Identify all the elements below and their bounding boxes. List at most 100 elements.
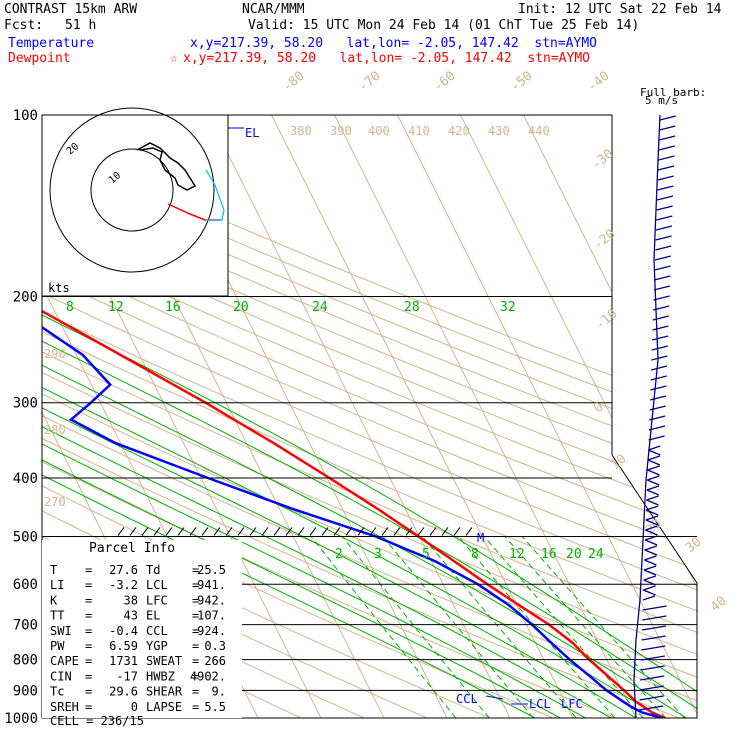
barb-feather: [651, 335, 669, 341]
pressure-label-900: 900: [13, 683, 38, 699]
dewpoint-legend: Dewpoint: [8, 51, 71, 66]
mixing-ratio-label: 8: [471, 547, 479, 562]
theta-label: 440: [528, 124, 550, 138]
barb-feather: [658, 145, 675, 151]
barb-feather: [645, 515, 659, 521]
barb-feather: [651, 345, 668, 351]
dry-adiabat-line: [42, 115, 697, 718]
parcel-value: -3.2: [109, 578, 138, 592]
barb-feather: [644, 559, 657, 566]
parcel-eq: =: [85, 563, 92, 577]
moist-label: 8: [66, 300, 74, 315]
init-time: Init: 12 UTC Sat 22 Feb 14: [518, 2, 722, 17]
isotherm-label: 40: [708, 594, 730, 616]
parcel-value: 27.6: [109, 563, 138, 577]
forecast-label: Fcst:: [4, 18, 44, 33]
barb-feather: [649, 405, 666, 411]
dry-adiabat-line: [42, 115, 697, 718]
hodograph-ring-outer: [49, 107, 215, 273]
ccl-annotation: CCL: [456, 692, 478, 706]
parcel-key: PW: [50, 639, 65, 653]
dewpoint-location: x,y=217.39, 58.20 lat,lon= -2.05, 147.42…: [183, 51, 590, 66]
parcel-value: 0: [131, 700, 138, 714]
hatch-mark: [345, 527, 353, 536]
parcel-value: -0.4: [109, 624, 138, 638]
parcel-eq: =: [85, 639, 92, 653]
hatch-mark: [201, 527, 209, 536]
parcel-key: YGP: [146, 639, 168, 653]
isotherm-label: -10: [593, 306, 621, 333]
isotherm-label: -80: [280, 68, 308, 95]
barb-feather: [643, 565, 657, 571]
barb-feather: [650, 375, 667, 381]
hatch-mark: [285, 527, 293, 536]
temperature-location: x,y=217.39, 58.20 lat,lon= -2.05, 147.42…: [190, 36, 597, 51]
parcel-key: LCL: [146, 578, 168, 592]
barb-feather: [642, 615, 667, 621]
hatch-mark: [237, 527, 245, 536]
parcel-value: 941.: [197, 578, 226, 592]
barb-feather: [645, 509, 659, 516]
mixing-ratio-label: 24: [588, 547, 604, 562]
parcel-value: 9.: [212, 685, 226, 699]
hatch-mark: [417, 527, 425, 536]
parcel-eq: =: [85, 654, 92, 668]
parcel-eq: =: [192, 639, 199, 653]
hatch-mark: [153, 527, 161, 536]
parcel-value: 0.3: [204, 639, 226, 653]
barb-feather: [653, 285, 671, 291]
barb-feather: [647, 465, 660, 471]
plot-area: [42, 115, 697, 718]
lfc-annotation: LFC: [561, 697, 583, 711]
mixing-ratio-label: 12: [509, 547, 525, 562]
parcel-eq: =: [85, 700, 92, 714]
hatch-mark: [117, 527, 125, 536]
mixing-ratio-line: [457, 536, 616, 718]
hodograph-trace: [136, 142, 197, 191]
parcel-key: SREH: [50, 700, 79, 714]
barb-feather: [656, 215, 673, 221]
theta-label: 410: [408, 124, 430, 138]
barb-feather: [655, 245, 672, 251]
pressure-label-100: 100: [13, 108, 38, 124]
mixing-ratio-line: [422, 536, 577, 718]
mixing-ratio-label: 16: [541, 547, 557, 562]
barb-feather: [641, 625, 667, 631]
dry-adiabat-line: [42, 115, 365, 718]
isotherm-line: [397, 115, 697, 718]
isotherm-line: [460, 115, 697, 718]
parcel-key: CIN: [50, 669, 72, 683]
parcel-key: SWEAT: [146, 654, 182, 668]
moist-label: 28: [404, 300, 420, 315]
hatch-mark: [357, 527, 365, 536]
parcel-value: 107.: [197, 609, 226, 623]
hatch-mark: [213, 527, 221, 536]
mixing-ratio-label: 20: [566, 547, 582, 562]
hodograph-box: [41, 114, 229, 297]
dry-adiabat-line: [42, 115, 697, 718]
theta-label: 390: [330, 124, 352, 138]
parcel-eq: =: [192, 563, 199, 577]
barb-feather: [644, 539, 658, 546]
hatch-mark: [453, 527, 461, 536]
lcl-annotation: LCL: [529, 697, 551, 711]
barb-feather: [650, 385, 667, 391]
parcel-key: T: [50, 563, 57, 577]
parcel-key: Td: [146, 563, 160, 577]
barb-feather: [646, 485, 660, 491]
barb-feather: [646, 489, 660, 496]
barb-feather: [654, 255, 672, 261]
theta-label: 270: [44, 495, 66, 509]
barb-feather: [651, 355, 668, 361]
wind-barbs: [633, 114, 676, 719]
barb-feather: [659, 115, 676, 121]
barb-feather: [645, 519, 659, 526]
parcel-key: SWI: [50, 624, 72, 638]
barb-feather: [657, 165, 675, 171]
parcel-key: K: [50, 593, 58, 607]
barb-feather: [652, 315, 669, 321]
hatch-mark: [405, 527, 413, 536]
source-label: NCAR/MMM: [242, 2, 305, 17]
hatch-mark: [249, 527, 257, 536]
